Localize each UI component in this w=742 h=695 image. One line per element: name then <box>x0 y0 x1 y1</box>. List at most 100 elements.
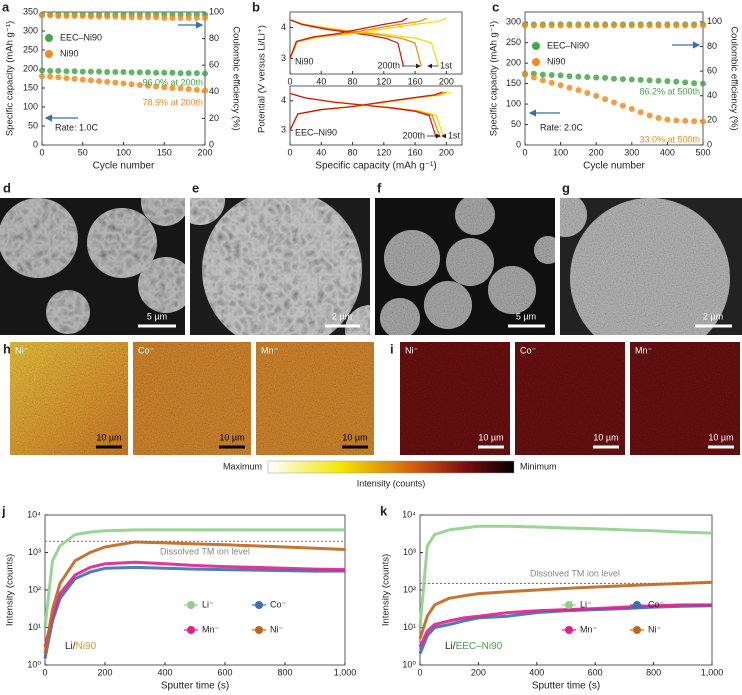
y-tick-label: 100 <box>23 101 38 111</box>
data-point <box>619 102 626 109</box>
y-tick-label: 10⁰ <box>402 659 416 669</box>
data-point <box>673 78 680 85</box>
y2-tick-label: 60 <box>707 65 717 75</box>
y2-tick-label: 80 <box>209 33 219 43</box>
subplot-label: Ni90 <box>295 56 314 66</box>
data-point <box>104 13 111 20</box>
x-tick-label: 200 <box>439 76 454 86</box>
data-point <box>71 12 78 19</box>
data-point <box>185 86 192 93</box>
y2-tick-label: 80 <box>707 41 717 51</box>
data-point <box>63 75 70 82</box>
x-tick-label: 0 <box>522 147 527 157</box>
y-axis-label: Intensity (counts) <box>5 554 16 626</box>
data-point <box>202 70 208 77</box>
legend-label: EEC–Ni90 <box>60 32 102 42</box>
data-point <box>128 69 135 76</box>
legend-label: Li⁻ <box>580 599 592 609</box>
data-point <box>47 67 54 74</box>
data-point <box>566 73 573 80</box>
legend-label: Ni⁻ <box>648 624 661 634</box>
micrograph-e <box>190 198 370 335</box>
data-point <box>691 22 698 29</box>
y-tick-label: 10⁴ <box>27 509 41 519</box>
data-point <box>522 22 528 29</box>
series-line <box>289 17 408 59</box>
channel-label: Co⁻ <box>138 345 155 355</box>
data-point <box>202 87 208 94</box>
data-point <box>87 77 94 84</box>
scale-bar-label: 5 µm <box>516 311 536 321</box>
data-point <box>691 118 698 125</box>
y-tick-label: 3 <box>281 125 286 135</box>
data-point <box>548 79 555 86</box>
y-tick-label: 4 <box>281 22 286 32</box>
panel-letter: b <box>252 0 260 14</box>
x-tick-label: 80 <box>348 147 358 157</box>
annotation: Dissolved TM ion level <box>160 546 250 556</box>
data-point <box>161 69 168 76</box>
element-map <box>400 342 510 455</box>
panel-letter: k <box>380 503 388 518</box>
data-point <box>530 22 537 29</box>
data-point <box>96 78 103 85</box>
y-tick-label: 10¹ <box>403 622 416 632</box>
x-tick-label: 500 <box>695 147 710 157</box>
x-tick-label: 0 <box>39 147 44 157</box>
sample-label: Li/Ni90 <box>65 641 97 652</box>
y-tick-label: 200 <box>23 63 38 73</box>
channel-label: Ni⁻ <box>15 345 28 355</box>
x-tick-label: 100 <box>553 147 568 157</box>
y2-tick-label: 100 <box>707 16 722 26</box>
data-point <box>646 22 653 29</box>
data-point <box>682 22 689 29</box>
annotation: 200th <box>377 60 400 70</box>
data-point <box>628 76 635 83</box>
x-axis-label: Cycle number <box>583 161 645 172</box>
colorbar-min: Minimum <box>520 461 557 471</box>
scale-bar-label: 10 µm <box>708 432 733 442</box>
data-point <box>655 114 662 121</box>
y2-axis-label: Coulombic efficiency (%) <box>728 26 739 130</box>
data-point <box>557 82 564 89</box>
y-tick-label: 250 <box>506 37 521 47</box>
data-point <box>664 22 671 29</box>
sample-prefix: Li/ <box>445 641 456 652</box>
data-point <box>193 70 200 77</box>
legend-label: Mn⁻ <box>580 624 598 634</box>
x-tick-label: 300 <box>624 147 639 157</box>
legend-label: Ni⁻ <box>270 624 283 634</box>
x-tick-label: 0 <box>417 667 422 677</box>
x-tick-label: 400 <box>660 147 675 157</box>
legend-symbol <box>633 601 641 609</box>
data-point <box>161 14 168 21</box>
data-point <box>128 14 135 21</box>
data-point <box>153 14 160 21</box>
y2-tick-label: 20 <box>707 115 717 125</box>
data-point <box>682 117 689 124</box>
panel-letter: a <box>2 0 10 14</box>
legend-symbol <box>255 626 263 634</box>
series-line <box>418 580 713 640</box>
plot-frame <box>524 11 704 146</box>
data-point <box>39 67 45 74</box>
data-point <box>655 22 662 29</box>
element-map <box>256 342 374 455</box>
data-point <box>539 77 546 84</box>
colorbar <box>267 460 515 474</box>
data-point <box>655 77 662 84</box>
y-tick-label: 50 <box>28 120 38 130</box>
data-point <box>602 74 609 81</box>
data-point <box>628 105 635 112</box>
micrograph-g <box>560 198 742 335</box>
scale-bar-label: 10 µm <box>342 432 367 442</box>
annotation: Rate: 2.0C <box>540 122 584 132</box>
data-point <box>584 90 591 97</box>
y-tick-label: 50 <box>511 119 521 129</box>
data-point <box>136 14 143 21</box>
data-point <box>557 22 564 29</box>
channel-label: Co⁻ <box>520 345 537 355</box>
y-tick-label: 300 <box>506 17 521 27</box>
panel-letter: j <box>1 503 6 518</box>
x-tick-label: 1,000 <box>701 667 724 677</box>
